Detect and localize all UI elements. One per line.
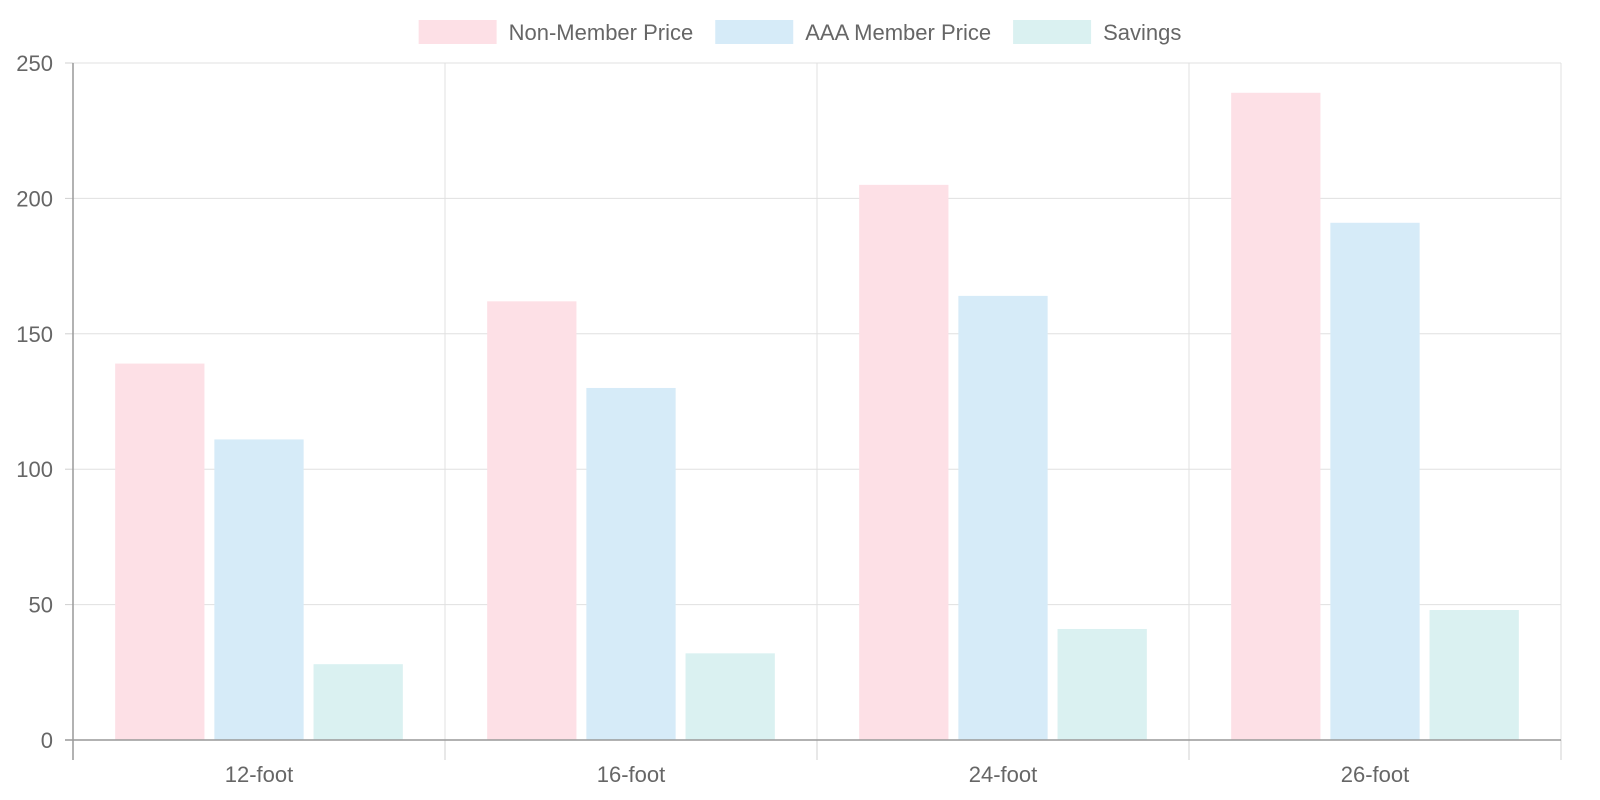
bar-aaa-member-price-24-foot (958, 295, 1048, 740)
bar-non-member-price-16-foot (487, 301, 577, 740)
x-tick-label: 24-foot (969, 762, 1038, 787)
x-tick-label: 12-foot (225, 762, 294, 787)
axes: 0 50 100 150 200 250 12-foot 16-foot 24-foot 26-f… (16, 51, 1562, 787)
bar-aaa-member-price-26-foot (1330, 222, 1420, 741)
bar-savings-16-foot (685, 653, 775, 740)
bars (115, 92, 1519, 741)
y-tick-label: 200 (16, 186, 53, 211)
legend-label[interactable]: Non-Member Price (509, 20, 694, 45)
y-tick-label: 0 (41, 728, 53, 753)
bar-non-member-price-24-foot (859, 184, 949, 741)
x-tick-label: 26-foot (1341, 762, 1410, 787)
bar-aaa-member-price-12-foot (214, 439, 304, 740)
legend-label[interactable]: AAA Member Price (805, 20, 991, 45)
bar-savings-24-foot (1057, 628, 1147, 740)
legend-swatch[interactable] (1013, 20, 1092, 44)
bar-savings-12-foot (313, 664, 403, 740)
bar-savings-26-foot (1429, 610, 1519, 740)
y-tick-label: 150 (16, 322, 53, 347)
x-tick-label: 16-foot (597, 762, 666, 787)
bar-aaa-member-price-16-foot (586, 387, 676, 740)
legend-swatch[interactable] (715, 20, 794, 44)
legend-swatch[interactable] (418, 20, 497, 44)
bar-non-member-price-12-foot (115, 363, 205, 740)
legend: Non-Member Price AAA Member Price Savings (418, 20, 1181, 45)
y-tick-label: 50 (29, 593, 53, 618)
bar-non-member-price-26-foot (1231, 92, 1321, 740)
y-tick-label: 250 (16, 51, 53, 76)
y-tick-label: 100 (16, 457, 53, 482)
legend-label[interactable]: Savings (1103, 20, 1181, 45)
